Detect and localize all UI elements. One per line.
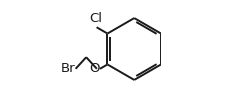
Text: Cl: Cl (89, 12, 102, 25)
Text: Br: Br (60, 62, 75, 75)
Text: O: O (89, 62, 99, 75)
